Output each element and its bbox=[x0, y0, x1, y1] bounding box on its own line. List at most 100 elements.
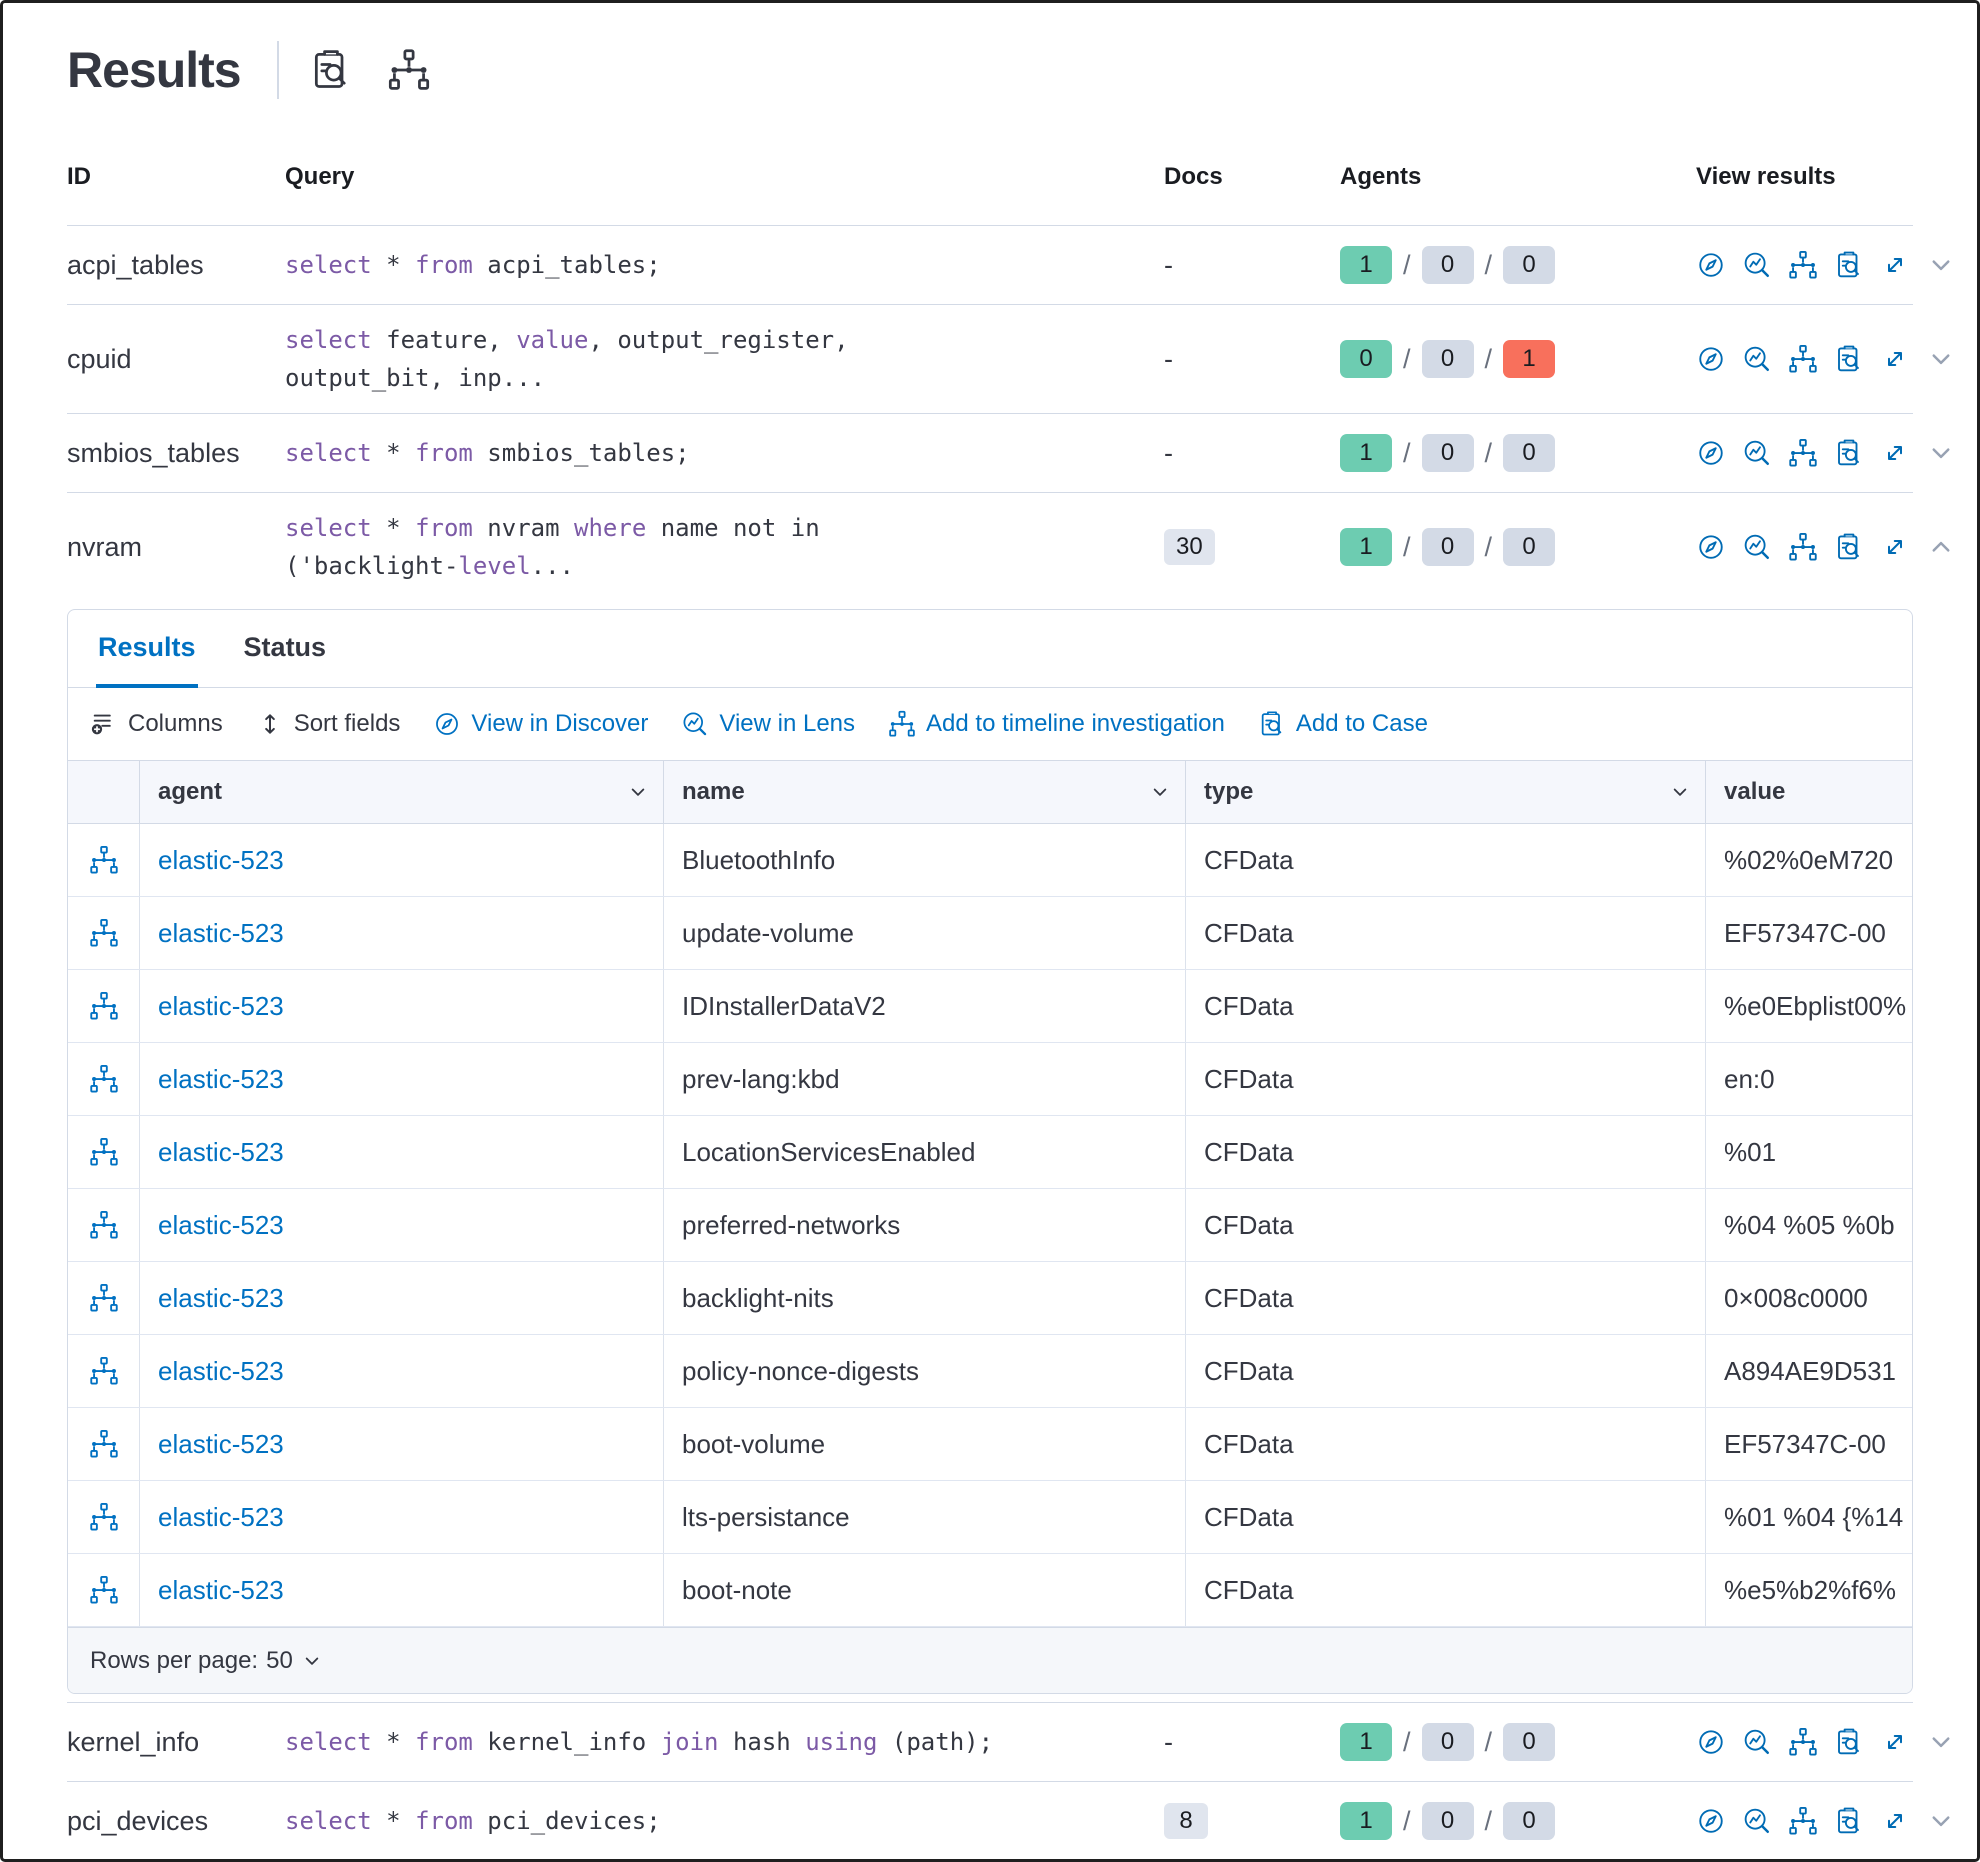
agents-success-badge: 1 bbox=[1340, 434, 1392, 472]
view-in-lens-button[interactable]: View in Lens bbox=[681, 710, 855, 738]
add-to-case-button[interactable] bbox=[1834, 532, 1864, 562]
agent-cell: elastic-523 bbox=[140, 1481, 664, 1553]
toggle-row-button[interactable] bbox=[1926, 1727, 1956, 1757]
grid-header-name[interactable]: name bbox=[664, 761, 1186, 823]
toggle-row-button[interactable] bbox=[1926, 250, 1956, 280]
name-cell: BluetoothInfo bbox=[664, 824, 1186, 896]
expand-results-button[interactable] bbox=[1880, 438, 1910, 468]
add-to-timeline-button[interactable] bbox=[1788, 532, 1818, 562]
timeline-icon[interactable] bbox=[89, 1356, 119, 1386]
view-in-lens-button[interactable] bbox=[1742, 532, 1772, 562]
agent-link[interactable]: elastic-523 bbox=[158, 1136, 284, 1167]
expand-results-button[interactable] bbox=[1880, 1727, 1910, 1757]
agents-neutral-badge: 0 bbox=[1503, 434, 1556, 472]
view-in-discover-button[interactable]: View in Discover bbox=[433, 710, 648, 738]
agent-link[interactable]: elastic-523 bbox=[158, 990, 284, 1021]
add-to-timeline-button[interactable] bbox=[1788, 1806, 1818, 1836]
agent-link[interactable]: elastic-523 bbox=[158, 1209, 284, 1240]
grid-body: elastic-523 BluetoothInfo CFData %02%0eM… bbox=[68, 824, 1912, 1627]
add-to-timeline-investigation-button[interactable]: Add to timeline investigation bbox=[888, 710, 1225, 738]
timeline-icon[interactable] bbox=[89, 1210, 119, 1240]
rows-per-page-button[interactable]: Rows per page: 50 bbox=[90, 1647, 323, 1675]
grid-header-agent[interactable]: agent bbox=[140, 761, 664, 823]
name-cell: lts-persistance bbox=[664, 1481, 1186, 1553]
docs-empty: - bbox=[1164, 343, 1173, 374]
query-rows-top: acpi_tables select * from acpi_tables; -… bbox=[67, 226, 1913, 601]
timeline-icon[interactable] bbox=[89, 1502, 119, 1532]
chevron-down-icon bbox=[1926, 438, 1956, 468]
timeline-icon[interactable] bbox=[89, 1283, 119, 1313]
result-row: elastic-523 boot-note CFData %e5%b2%f6% bbox=[68, 1554, 1912, 1627]
timeline-icon[interactable] bbox=[89, 1429, 119, 1459]
agent-link[interactable]: elastic-523 bbox=[158, 1282, 284, 1313]
expand-results-button[interactable] bbox=[1880, 250, 1910, 280]
agent-link[interactable]: elastic-523 bbox=[158, 1501, 284, 1532]
view-in-lens-button[interactable] bbox=[1742, 1727, 1772, 1757]
columns-button[interactable]: Columns bbox=[90, 710, 223, 738]
docs-cell: - bbox=[1099, 344, 1275, 375]
timeline-icon[interactable] bbox=[89, 1575, 119, 1605]
agent-cell: elastic-523 bbox=[140, 1262, 664, 1334]
view-in-lens-button[interactable] bbox=[1742, 438, 1772, 468]
toggle-row-button[interactable] bbox=[1926, 344, 1956, 374]
timeline-icon[interactable] bbox=[89, 1137, 119, 1167]
tab-status[interactable]: Status bbox=[243, 631, 327, 662]
toggle-row-button[interactable] bbox=[1926, 438, 1956, 468]
view-in-discover-icon bbox=[1696, 250, 1726, 280]
agents-cell: 1 / 0 / 0 bbox=[1275, 528, 1633, 566]
grid-header-value[interactable]: value bbox=[1724, 778, 1786, 805]
view-in-discover-button[interactable] bbox=[1696, 344, 1726, 374]
result-row: elastic-523 IDInstallerDataV2 CFData %e0… bbox=[68, 970, 1912, 1043]
sort-fields-button[interactable]: Sort fields bbox=[256, 710, 400, 738]
agent-link[interactable]: elastic-523 bbox=[158, 1428, 284, 1459]
add-to-case-button[interactable] bbox=[1834, 1806, 1864, 1836]
add-to-timeline-button[interactable] bbox=[1788, 438, 1818, 468]
add-to-case-button[interactable]: Add to Case bbox=[1258, 710, 1428, 738]
view-in-lens-button[interactable] bbox=[1742, 1806, 1772, 1836]
add-to-case-button[interactable] bbox=[309, 48, 353, 92]
timeline-icon[interactable] bbox=[89, 918, 119, 948]
page-title: Results bbox=[67, 42, 242, 98]
toggle-row-button[interactable] bbox=[1926, 532, 1956, 562]
agent-link[interactable]: elastic-523 bbox=[158, 844, 284, 875]
add-to-case-button[interactable] bbox=[1834, 1727, 1864, 1757]
agent-link[interactable]: elastic-523 bbox=[158, 1063, 284, 1094]
add-to-case-button[interactable] bbox=[1834, 250, 1864, 280]
grid-header-type[interactable]: type bbox=[1186, 761, 1706, 823]
add-to-case-button[interactable] bbox=[1834, 438, 1864, 468]
timeline-icon[interactable] bbox=[89, 845, 119, 875]
result-row: elastic-523 BluetoothInfo CFData %02%0eM… bbox=[68, 824, 1912, 897]
timeline-icon[interactable] bbox=[89, 1064, 119, 1094]
chevron-down-icon[interactable] bbox=[1669, 781, 1691, 803]
chevron-down-icon[interactable] bbox=[627, 781, 649, 803]
chevron-down-icon[interactable] bbox=[1149, 781, 1171, 803]
timeline-icon[interactable] bbox=[89, 991, 119, 1021]
agent-link[interactable]: elastic-523 bbox=[158, 917, 284, 948]
view-in-discover-button[interactable] bbox=[1696, 532, 1726, 562]
add-to-timeline-button[interactable] bbox=[1788, 1727, 1818, 1757]
query-sql: select * from acpi_tables; bbox=[285, 251, 661, 279]
view-in-discover-button[interactable] bbox=[1696, 1727, 1726, 1757]
view-in-lens-button[interactable] bbox=[1742, 344, 1772, 374]
add-to-timeline-button[interactable] bbox=[387, 48, 431, 92]
add-to-timeline-button[interactable] bbox=[1788, 250, 1818, 280]
agents-success-badge: 1 bbox=[1340, 1802, 1392, 1840]
lens-icon bbox=[681, 710, 709, 738]
agent-link[interactable]: elastic-523 bbox=[158, 1574, 284, 1605]
chevron-down-icon bbox=[1926, 250, 1956, 280]
column-header-docs: Docs bbox=[1164, 163, 1223, 190]
agent-link[interactable]: elastic-523 bbox=[158, 1355, 284, 1386]
result-row: elastic-523 update-volume CFData EF57347… bbox=[68, 897, 1912, 970]
add-to-timeline-button[interactable] bbox=[1788, 344, 1818, 374]
expand-results-button[interactable] bbox=[1880, 532, 1910, 562]
expand-results-button[interactable] bbox=[1880, 344, 1910, 374]
tab-results[interactable]: Results bbox=[96, 610, 198, 688]
toggle-row-button[interactable] bbox=[1926, 1806, 1956, 1836]
query-sql: select * from pci_devices; bbox=[285, 1807, 661, 1835]
expand-results-button[interactable] bbox=[1880, 1806, 1910, 1836]
view-in-discover-button[interactable] bbox=[1696, 1806, 1726, 1836]
add-to-case-button[interactable] bbox=[1834, 344, 1864, 374]
view-in-discover-button[interactable] bbox=[1696, 250, 1726, 280]
view-in-discover-button[interactable] bbox=[1696, 438, 1726, 468]
view-in-lens-button[interactable] bbox=[1742, 250, 1772, 280]
